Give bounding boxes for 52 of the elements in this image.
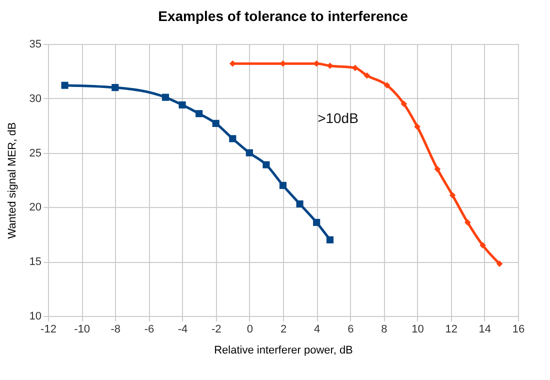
x-tick-label: -4	[178, 324, 188, 336]
y-tick-label: 15	[29, 256, 42, 268]
point	[61, 82, 68, 89]
y-tick-label: 20	[29, 202, 42, 214]
x-tick-label: 8	[381, 324, 388, 336]
point	[313, 60, 320, 67]
point	[178, 101, 186, 108]
annotation: >10dB	[318, 110, 358, 126]
x-tick-label: 10	[412, 324, 424, 336]
x-tick-label: -6	[144, 324, 154, 336]
point	[464, 219, 471, 226]
point	[313, 218, 320, 226]
x-tick-label: 12	[445, 324, 458, 336]
point	[112, 84, 119, 92]
x-tick-label: 16	[512, 324, 525, 336]
point	[496, 260, 503, 267]
point	[414, 124, 420, 130]
point	[279, 182, 287, 189]
point	[162, 94, 170, 101]
point	[364, 72, 370, 79]
point	[400, 100, 408, 107]
point	[246, 149, 253, 156]
point	[326, 62, 334, 69]
x-tick-label: 2	[280, 324, 287, 336]
x-tick-label: 0	[246, 324, 253, 336]
point	[296, 200, 304, 208]
x-tick-label: 14	[478, 324, 492, 336]
point	[480, 242, 486, 248]
y-tick-label: 30	[29, 92, 42, 105]
point	[449, 192, 456, 198]
y-tick-label: 35	[29, 38, 42, 50]
y-tick-label: 25	[29, 147, 42, 160]
x-tick-label: -10	[74, 324, 90, 336]
x-tick-label: -8	[110, 324, 121, 336]
x-tick-label: -12	[40, 324, 56, 336]
x-tick-label: -2	[211, 324, 222, 336]
chart-title: Examples of tolerance to interference	[158, 8, 408, 24]
point	[352, 64, 358, 72]
point	[434, 166, 441, 172]
x-axis-title: Relative interferer power, dB	[214, 344, 353, 356]
x-tick-label: 6	[348, 324, 354, 336]
point	[384, 82, 390, 89]
point	[280, 60, 286, 67]
point	[229, 60, 236, 67]
point	[262, 161, 270, 168]
x-tick-label: 4	[314, 324, 320, 336]
y-tick-label: 10	[29, 310, 42, 322]
point	[229, 135, 236, 142]
y-axis-title: Wanted signal MER, dB	[6, 122, 18, 239]
point	[326, 236, 334, 244]
point	[212, 120, 220, 127]
point	[196, 110, 203, 118]
